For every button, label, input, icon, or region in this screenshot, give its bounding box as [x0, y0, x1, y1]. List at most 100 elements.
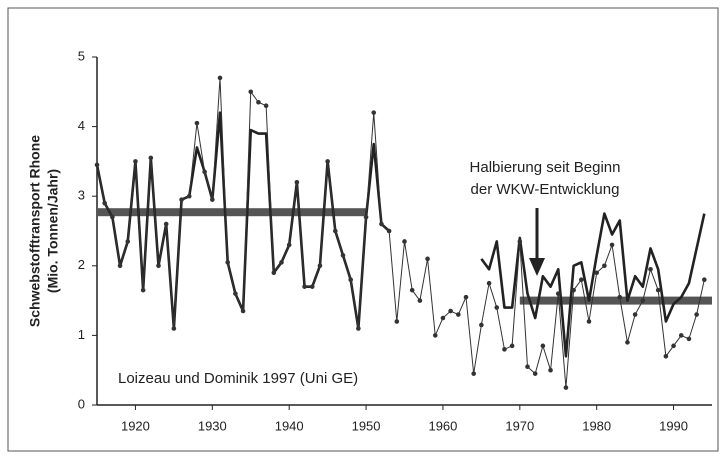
data-point: [479, 322, 484, 328]
data-point: [686, 336, 692, 342]
data-point: [471, 371, 476, 376]
data-point: [609, 242, 615, 248]
data-point: [409, 287, 415, 293]
data-point: [432, 333, 438, 338]
data-point: [486, 280, 492, 286]
data-point: [702, 277, 707, 283]
data-point: [125, 239, 131, 244]
y-tick-label: 1: [78, 327, 85, 342]
data-point: [279, 260, 284, 265]
x-tick-label: 1950: [352, 418, 381, 433]
data-point: [233, 291, 238, 296]
data-point: [133, 159, 138, 164]
data-point: [594, 270, 599, 276]
data-point: [240, 308, 246, 314]
data-point: [678, 333, 684, 338]
annotation: Halbierung seit Beginn: [470, 159, 621, 176]
y-axis-label: Schwebstofftransport Rhone: [27, 135, 43, 327]
data-point: [379, 221, 384, 227]
data-point: [440, 315, 446, 321]
data-point: [417, 298, 423, 303]
data-point: [555, 291, 561, 296]
data-point: [356, 326, 361, 331]
data-point: [217, 75, 223, 81]
x-tick-label: 1940: [275, 418, 304, 433]
data-point: [171, 326, 177, 331]
data-point: [102, 200, 107, 206]
annotation: Loizeau und Dominik 1997 (Uni GE): [118, 370, 358, 387]
y-axis-label: (Mio. Tonnen/Jahr): [45, 169, 61, 293]
data-point: [163, 221, 169, 227]
data-point: [117, 263, 123, 269]
annotation: der WKW-Entwicklung: [471, 181, 620, 198]
data-point: [548, 367, 553, 373]
data-point: [248, 89, 254, 95]
data-point: [317, 263, 323, 269]
mean-bar: [519, 296, 712, 305]
data-point: [571, 287, 576, 293]
data-point: [333, 228, 338, 234]
data-point: [202, 169, 207, 175]
data-point: [140, 287, 146, 293]
y-tick-label: 4: [78, 118, 85, 133]
data-point: [517, 239, 523, 244]
data-point: [532, 371, 538, 376]
data-point: [625, 340, 630, 345]
arrow-head: [529, 258, 545, 276]
data-point: [263, 103, 269, 109]
data-point: [540, 343, 546, 349]
x-tick-label: 1970: [505, 418, 534, 433]
data-point: [286, 242, 292, 248]
y-tick-label: 2: [78, 257, 85, 272]
data-point: [602, 263, 607, 269]
data-point: [256, 99, 261, 105]
data-point: [671, 343, 676, 349]
data-point: [179, 197, 184, 202]
data-point: [271, 270, 277, 276]
data-point: [186, 193, 192, 199]
data-point: [663, 353, 669, 359]
data-point: [110, 214, 115, 220]
data-point: [394, 319, 400, 324]
data-point: [210, 197, 215, 202]
data-point: [309, 284, 315, 289]
data-point: [617, 294, 623, 300]
data-point: [194, 120, 200, 126]
y-tick-label: 3: [78, 188, 85, 203]
data-point: [586, 319, 592, 324]
data-point: [156, 263, 161, 269]
data-point: [425, 256, 430, 262]
data-point: [632, 312, 638, 317]
mean-bar: [97, 208, 367, 217]
data-point: [340, 253, 346, 258]
data-point: [348, 277, 353, 283]
x-tick-label: 1980: [582, 418, 611, 433]
data-point: [655, 287, 661, 293]
y-tick-label: 5: [78, 48, 85, 63]
data-point: [502, 347, 507, 352]
data-point: [371, 110, 377, 115]
data-point: [225, 260, 230, 265]
data-point: [448, 308, 453, 314]
data-point: [402, 239, 407, 244]
data-point: [148, 155, 154, 161]
x-tick-label: 1930: [198, 418, 227, 433]
x-tick-label: 1920: [121, 418, 150, 433]
data-point: [563, 385, 569, 390]
x-tick-label: 1990: [659, 418, 688, 433]
data-point: [386, 228, 392, 234]
data-point: [694, 312, 699, 317]
data-point: [509, 343, 515, 349]
data-point: [294, 179, 300, 185]
data-point: [94, 162, 100, 168]
data-point: [494, 305, 500, 310]
data-point: [648, 266, 653, 272]
data-point: [363, 214, 369, 220]
frame: [7, 7, 719, 452]
data-point: [302, 284, 307, 289]
data-point: [525, 364, 530, 370]
data-point: [325, 159, 330, 164]
data-point: [463, 294, 469, 300]
data-point: [640, 298, 646, 303]
